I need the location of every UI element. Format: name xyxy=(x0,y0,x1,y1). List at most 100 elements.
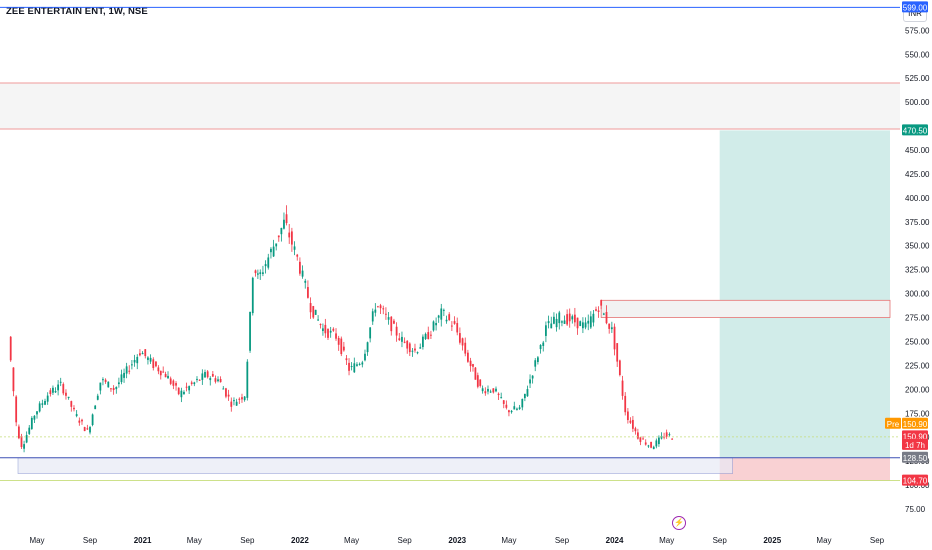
candle-body xyxy=(361,362,364,365)
candle-body xyxy=(353,363,356,373)
candle-body xyxy=(647,445,650,447)
candle-body xyxy=(385,313,387,315)
candle-body xyxy=(636,432,639,439)
candle-body xyxy=(406,340,409,349)
candle-body xyxy=(107,381,110,388)
candle-body xyxy=(545,325,547,336)
candle-body xyxy=(542,342,545,346)
candle-body xyxy=(235,401,238,406)
candle-body xyxy=(658,437,660,445)
last-price-tag-bg xyxy=(902,430,928,442)
candle-body xyxy=(175,383,177,386)
candle-body xyxy=(445,319,448,322)
candle-body xyxy=(467,352,469,362)
candle-body xyxy=(125,366,128,374)
candle-body xyxy=(497,393,500,396)
candle-body xyxy=(144,349,147,357)
candle-body xyxy=(371,311,374,322)
x-tick-label: May xyxy=(501,536,516,545)
candle-body xyxy=(152,359,155,368)
candle-body xyxy=(581,322,584,329)
candle-body xyxy=(193,382,196,385)
candle-body xyxy=(573,314,576,323)
candle-body xyxy=(307,287,309,298)
x-tick-label: 2025 xyxy=(763,536,781,545)
candle-body xyxy=(17,426,20,439)
candle-body xyxy=(395,326,398,336)
candle-body xyxy=(89,426,91,433)
x-tick-label: Sep xyxy=(240,536,255,545)
candle-body xyxy=(613,326,616,350)
x-tick-label: Sep xyxy=(713,536,728,545)
top-line-tag-bg xyxy=(902,1,928,13)
candle-body xyxy=(626,411,629,421)
candle-body xyxy=(576,317,579,329)
candle-body xyxy=(639,437,642,442)
candle-body xyxy=(435,323,437,326)
candle-body xyxy=(531,375,534,379)
candle-body xyxy=(408,343,411,353)
candle-body xyxy=(149,357,152,362)
candle-body xyxy=(139,353,141,356)
candle-body xyxy=(379,305,382,309)
candle-body xyxy=(458,333,461,343)
candle-body xyxy=(608,323,611,329)
candle-body xyxy=(495,388,497,392)
candle-body xyxy=(164,373,167,378)
x-tick-label: 2021 xyxy=(134,536,152,545)
y-tick-label: 75.00 xyxy=(905,505,926,514)
y-tick-label: 275.00 xyxy=(905,314,930,323)
candle-body xyxy=(238,398,241,400)
x-tick-label: 2024 xyxy=(606,536,624,545)
candle-body xyxy=(369,327,372,339)
lightning-icon[interactable]: ⚡ xyxy=(672,516,686,530)
candle-body xyxy=(123,372,125,378)
pre-market-label-bg xyxy=(885,417,901,429)
candle-body xyxy=(169,378,172,384)
candle-body xyxy=(618,360,621,375)
candle-body xyxy=(62,384,65,394)
candle-body xyxy=(521,398,524,408)
candle-body xyxy=(516,408,518,410)
candle-body xyxy=(487,388,489,392)
candle-body xyxy=(275,243,278,247)
supply-box xyxy=(600,299,891,318)
candle-body xyxy=(390,316,393,332)
y-tick-label: 400.00 xyxy=(905,194,930,203)
candle-body xyxy=(508,410,510,413)
candle-body xyxy=(104,379,107,382)
y-tick-label: 325.00 xyxy=(905,266,930,275)
candle-body xyxy=(147,357,149,360)
candle-body xyxy=(450,325,453,327)
candle-body xyxy=(642,438,644,440)
candle-body xyxy=(518,407,521,410)
candle-body xyxy=(285,214,288,224)
candle-body xyxy=(283,219,285,229)
x-tick-label: Sep xyxy=(870,536,885,545)
candle-body xyxy=(523,393,526,399)
candle-body xyxy=(15,396,18,423)
candle-body xyxy=(20,436,23,448)
candle-body xyxy=(340,338,343,355)
candle-body xyxy=(277,235,280,238)
candle-body xyxy=(94,405,97,410)
chart-title: ZEE ENTERTAIN ENT, 1W, NSE xyxy=(6,6,148,17)
candle-body xyxy=(566,314,569,325)
candle-body xyxy=(251,277,254,314)
candle-body xyxy=(78,420,81,423)
candle-body xyxy=(322,328,324,331)
candle-body xyxy=(267,257,270,268)
candle-body xyxy=(214,378,217,382)
candle-body xyxy=(59,381,62,383)
candle-body xyxy=(256,273,259,275)
pre-market-label: Pre xyxy=(887,420,900,429)
candle-body xyxy=(196,378,198,380)
candle-body xyxy=(437,315,440,318)
candle-body xyxy=(345,358,348,361)
candle-body xyxy=(86,428,89,430)
candle-body xyxy=(38,403,41,412)
candle-body xyxy=(492,388,495,393)
candle-body xyxy=(358,363,361,365)
candle-body xyxy=(188,386,191,391)
